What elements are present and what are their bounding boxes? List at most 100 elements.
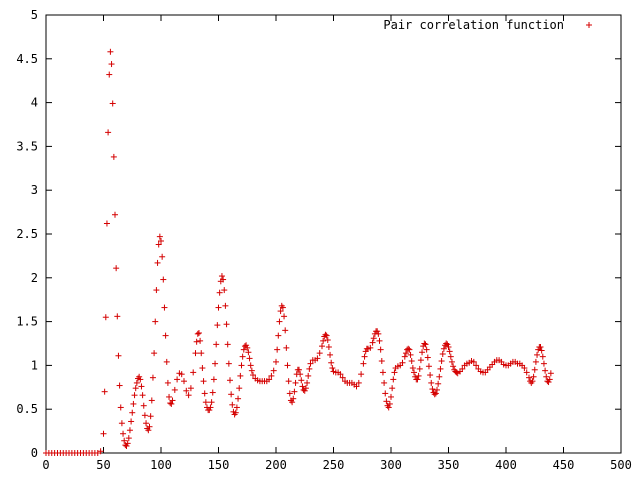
legend-label: Pair correlation function bbox=[383, 18, 564, 32]
x-tick-label: 50 bbox=[96, 458, 110, 472]
data-point bbox=[290, 395, 297, 402]
data-point bbox=[304, 379, 311, 386]
x-tick-label: 150 bbox=[208, 458, 230, 472]
data-point bbox=[192, 350, 199, 357]
data-point bbox=[399, 359, 406, 366]
data-point bbox=[546, 376, 553, 383]
data-point bbox=[277, 308, 284, 315]
data-point bbox=[117, 404, 124, 411]
data-point bbox=[305, 372, 312, 379]
data-point bbox=[136, 373, 143, 380]
data-point bbox=[409, 365, 416, 372]
data-point bbox=[445, 344, 452, 351]
data-point bbox=[537, 344, 544, 351]
data-point bbox=[417, 357, 424, 364]
data-point bbox=[232, 409, 239, 416]
data-point bbox=[181, 378, 187, 385]
data-point bbox=[227, 377, 233, 384]
data-point bbox=[248, 367, 255, 374]
data-point bbox=[131, 392, 138, 399]
data-point bbox=[270, 367, 277, 374]
data-point bbox=[314, 355, 321, 362]
data-point bbox=[437, 365, 444, 372]
data-point bbox=[431, 391, 438, 398]
data-point bbox=[163, 358, 170, 365]
data-point bbox=[328, 359, 335, 366]
x-tick-label: 500 bbox=[610, 458, 632, 472]
data-point bbox=[540, 360, 547, 367]
data-point bbox=[526, 374, 532, 381]
data-point bbox=[162, 332, 169, 339]
data-point bbox=[325, 344, 332, 351]
data-point bbox=[266, 376, 273, 383]
data-point bbox=[190, 369, 197, 376]
data-point bbox=[223, 321, 230, 328]
data-point bbox=[302, 385, 309, 392]
data-point bbox=[245, 349, 252, 356]
plot-frame bbox=[45, 14, 622, 454]
data-point bbox=[198, 350, 205, 357]
data-point bbox=[168, 400, 175, 407]
data-point bbox=[378, 358, 385, 365]
data-point bbox=[391, 369, 398, 376]
data-point bbox=[299, 383, 306, 390]
data-point bbox=[385, 404, 392, 411]
data-point bbox=[102, 314, 109, 321]
data-point bbox=[416, 365, 423, 372]
data-point bbox=[250, 372, 256, 379]
data-point bbox=[532, 358, 539, 365]
data-point bbox=[473, 362, 480, 369]
x-tick-label: 250 bbox=[323, 458, 345, 472]
data-point bbox=[112, 211, 118, 218]
data-point bbox=[545, 379, 552, 386]
y-tick-label: 1.5 bbox=[16, 315, 38, 329]
data-point bbox=[197, 337, 204, 344]
data-point bbox=[377, 346, 384, 353]
data-point bbox=[275, 332, 282, 339]
data-point bbox=[389, 385, 396, 392]
data-point bbox=[215, 304, 222, 311]
data-point bbox=[149, 374, 156, 381]
data-point bbox=[137, 376, 144, 383]
data-point bbox=[453, 369, 460, 376]
data-point bbox=[238, 362, 245, 369]
data-point bbox=[405, 345, 412, 352]
data-point bbox=[358, 371, 365, 378]
data-point bbox=[419, 349, 426, 356]
data-point bbox=[339, 374, 346, 381]
data-point bbox=[100, 430, 107, 437]
data-point bbox=[199, 365, 206, 372]
data-point bbox=[379, 369, 386, 376]
data-point bbox=[148, 397, 155, 404]
data-point bbox=[381, 379, 388, 386]
data-point bbox=[206, 407, 213, 414]
data-point bbox=[531, 366, 538, 373]
data-point bbox=[407, 351, 414, 358]
data-point bbox=[406, 346, 413, 353]
data-point bbox=[240, 346, 247, 353]
data-point bbox=[273, 358, 279, 365]
data-point bbox=[422, 341, 429, 348]
data-point bbox=[221, 287, 228, 294]
x-tick-label: 450 bbox=[553, 458, 575, 472]
data-point bbox=[523, 369, 530, 376]
data-point bbox=[415, 372, 422, 379]
data-point bbox=[361, 353, 368, 360]
data-point bbox=[161, 304, 168, 311]
x-tick-label: 350 bbox=[438, 458, 460, 472]
data-point bbox=[329, 365, 336, 372]
data-point bbox=[401, 353, 408, 360]
data-point bbox=[110, 153, 117, 160]
y-tick-label: 0 bbox=[31, 446, 38, 460]
data-point bbox=[235, 395, 242, 402]
data-point bbox=[155, 241, 162, 248]
data-point bbox=[370, 335, 377, 342]
data-point bbox=[218, 273, 225, 280]
data-point bbox=[103, 220, 110, 227]
data-point bbox=[408, 358, 415, 365]
axis-ticks bbox=[45, 14, 622, 454]
data-point bbox=[143, 420, 150, 427]
data-point bbox=[113, 265, 120, 272]
data-point bbox=[105, 129, 112, 136]
data-point bbox=[128, 418, 135, 425]
